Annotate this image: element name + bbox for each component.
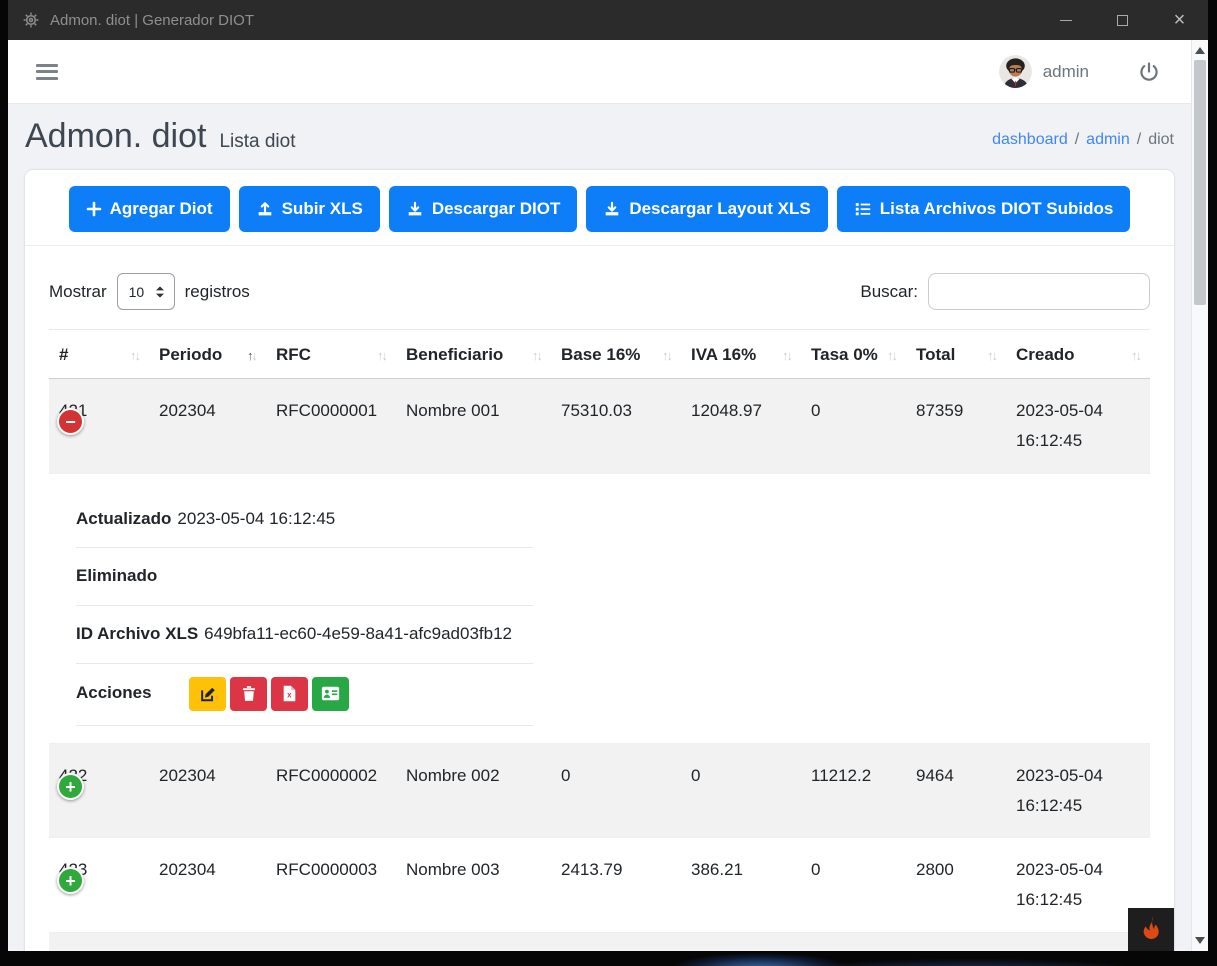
- search-label: Buscar:: [860, 281, 918, 301]
- breadcrumb-dashboard[interactable]: dashboard: [992, 131, 1068, 148]
- vertical-scrollbar[interactable]: [1191, 40, 1208, 951]
- page-content: admin Admon. diot Lista diot dashboard / a…: [8, 40, 1191, 951]
- flame-icon: [1143, 916, 1159, 939]
- window-titlebar: Admon. diot | Generador DIOT ×: [8, 0, 1208, 40]
- page-length-select[interactable]: 10: [116, 273, 175, 310]
- lista-archivos-diot-button[interactable]: Lista Archivos DIOT Subidos: [836, 186, 1131, 232]
- sort-icon: ↑↓: [782, 348, 793, 363]
- table-wrap: # ↑↓ Periodo ↑↓ RFC ↑↓ Beneficiario ↑↓ Base …: [25, 323, 1174, 951]
- subir-xls-button[interactable]: Subir XLS: [238, 186, 380, 232]
- debug-toolbar-toggle[interactable]: [1128, 908, 1174, 951]
- svg-text:x: x: [287, 691, 292, 700]
- top-navbar: admin: [8, 40, 1191, 104]
- descargar-diot-button[interactable]: Descargar DIOT: [388, 186, 578, 232]
- col-header-creado[interactable]: Creado ↑↓: [1006, 329, 1150, 379]
- download-icon: [606, 201, 619, 216]
- sort-icon-asc-active: ↑↓: [247, 348, 258, 363]
- app-gear-icon: [23, 12, 39, 28]
- edit-button[interactable]: [189, 676, 227, 711]
- detail-eliminado: Eliminado: [76, 548, 533, 606]
- sort-icon: ↑↓: [1131, 348, 1142, 363]
- close-icon: ×: [1173, 9, 1186, 31]
- sort-icon: ↑↓: [532, 348, 543, 363]
- search-input[interactable]: [928, 273, 1150, 310]
- window-title: Admon. diot | Generador DIOT: [50, 11, 254, 29]
- detail-id-archivo-xls: ID Archivo XLS 649bfa11-ec60-4e59-8a41-af…: [76, 606, 533, 664]
- user-avatar[interactable]: [998, 55, 1032, 88]
- col-header-periodo[interactable]: Periodo ↑↓: [149, 329, 266, 379]
- breadcrumb: dashboard / admin / diot: [992, 131, 1174, 148]
- col-header-num[interactable]: # ↑↓: [49, 329, 149, 379]
- scrollbar-thumb[interactable]: [1194, 60, 1206, 305]
- diot-table: # ↑↓ Periodo ↑↓ RFC ↑↓ Beneficiario ↑↓ Base …: [49, 329, 1150, 951]
- row-details: Actualizado 2023-05-04 16:12:45 Eliminado…: [49, 472, 1150, 744]
- breadcrumb-current: diot: [1148, 131, 1174, 148]
- sort-icon: ↑↓: [662, 348, 673, 363]
- desktop-wallpaper: [480, 950, 1180, 966]
- col-header-total[interactable]: Total ↑↓: [906, 329, 1006, 379]
- trash-icon: [242, 686, 255, 702]
- minimize-icon: [1059, 19, 1072, 21]
- download-icon: [408, 201, 422, 216]
- contact-card-button[interactable]: [312, 676, 350, 711]
- card-toolbar: Agregar Diot Subir XLS Descargar DIOT: [25, 170, 1174, 246]
- delete-button[interactable]: [230, 676, 268, 711]
- table-row: −421 202304 RFC0000001 Nombre 001 75310.…: [49, 378, 1150, 473]
- diot-card: Agregar Diot Subir XLS Descargar DIOT: [25, 170, 1174, 951]
- sort-icon: ↑↓: [887, 348, 898, 363]
- length-label-before: Mostrar: [49, 281, 107, 301]
- sort-icon: ↑↓: [987, 348, 998, 363]
- page-header: Admon. diot Lista diot dashboard / admin / d…: [8, 104, 1191, 170]
- upload-icon: [258, 202, 271, 216]
- descargar-layout-xls-button[interactable]: Descargar Layout XLS: [586, 186, 828, 232]
- col-header-iva16[interactable]: IVA 16% ↑↓: [681, 329, 801, 379]
- sort-icon: ↑↓: [130, 348, 141, 363]
- expand-row-button[interactable]: +: [57, 867, 84, 895]
- col-header-rfc[interactable]: RFC ↑↓: [266, 329, 396, 379]
- page-subtitle: Lista diot: [219, 131, 296, 152]
- close-button[interactable]: ×: [1151, 0, 1208, 40]
- app-window: Admon. diot | Generador DIOT ×: [8, 0, 1208, 951]
- agregar-diot-button[interactable]: Agregar Diot: [68, 186, 230, 232]
- delete-xls-file-button[interactable]: x: [271, 676, 309, 711]
- sort-icon: ↑↓: [377, 348, 388, 363]
- plus-icon: [86, 201, 101, 217]
- table-row: +423 202304 RFC0000003 Nombre 003 2413.7…: [49, 837, 1150, 933]
- scroll-up-arrow-icon[interactable]: [1195, 47, 1205, 54]
- table-header-row: # ↑↓ Periodo ↑↓ RFC ↑↓ Beneficiario ↑↓ Base …: [49, 329, 1150, 379]
- maximize-icon: [1117, 14, 1128, 26]
- collapse-row-button[interactable]: −: [57, 408, 84, 435]
- col-header-beneficiario[interactable]: Beneficiario ↑↓: [396, 329, 551, 379]
- logout-power-icon[interactable]: [1137, 60, 1161, 84]
- scroll-down-arrow-icon[interactable]: [1195, 937, 1205, 944]
- datatable-controls: Mostrar 10 registros Buscar:: [25, 246, 1174, 323]
- breadcrumb-admin[interactable]: admin: [1086, 131, 1130, 148]
- col-header-tasa0[interactable]: Tasa 0% ↑↓: [801, 329, 906, 379]
- table-row: +422 202304 RFC0000002 Nombre 002 0 0 11…: [49, 742, 1150, 838]
- maximize-button[interactable]: [1094, 0, 1151, 40]
- detail-acciones: Acciones: [76, 664, 533, 726]
- page-title: Admon. diot: [25, 117, 207, 155]
- sidebar-toggle-button[interactable]: [36, 63, 58, 80]
- username-label[interactable]: admin: [1042, 61, 1089, 81]
- col-header-base16[interactable]: Base 16% ↑↓: [551, 329, 681, 379]
- list-icon: [855, 203, 870, 216]
- minimize-button[interactable]: [1037, 0, 1094, 40]
- select-caret-icon: [155, 285, 164, 298]
- detail-actualizado: Actualizado 2023-05-04 16:12:45: [76, 491, 533, 549]
- edit-pencil-icon: [200, 687, 215, 702]
- length-label-after: registros: [184, 281, 250, 301]
- table-row: +424 202304 RFC0000004 Nombre 004 9500 1…: [49, 931, 1150, 951]
- expand-row-button[interactable]: +: [57, 772, 84, 800]
- file-excel-icon: x: [284, 685, 296, 702]
- id-card-icon: [322, 687, 340, 701]
